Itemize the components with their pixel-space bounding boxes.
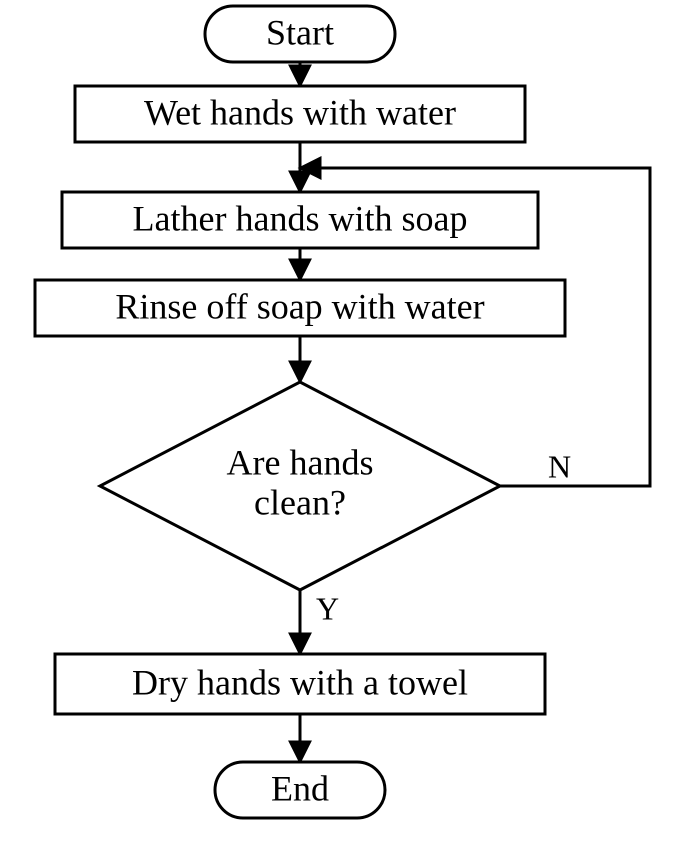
node-wet-label: Wet hands with water xyxy=(144,92,456,132)
node-lather-label: Lather hands with soap xyxy=(133,198,468,238)
node-end-label: End xyxy=(271,768,329,808)
node-clean-label-line-1: clean? xyxy=(254,482,346,522)
node-dry: Dry hands with a towel xyxy=(55,654,545,714)
node-rinse: Rinse off soap with water xyxy=(35,280,565,336)
node-rinse-label: Rinse off soap with water xyxy=(115,286,484,326)
node-dry-label: Dry hands with a towel xyxy=(132,662,468,702)
node-end: End xyxy=(215,762,385,818)
node-clean: Are handsclean? xyxy=(100,382,500,590)
nodes: Start Wet hands with water Lather hands wi… xyxy=(35,6,565,818)
node-start: Start xyxy=(205,6,395,62)
node-clean-label-line-0: Are hands xyxy=(227,442,374,482)
edge-clean-yes-label: Y xyxy=(316,590,339,626)
node-wet: Wet hands with water xyxy=(75,86,525,142)
node-lather: Lather hands with soap xyxy=(62,192,538,248)
edge-clean-no-label: N xyxy=(548,448,571,484)
node-start-label: Start xyxy=(266,12,334,52)
flowchart-canvas: Y N Start Wet hands with water Lather hands … xyxy=(0,0,685,842)
